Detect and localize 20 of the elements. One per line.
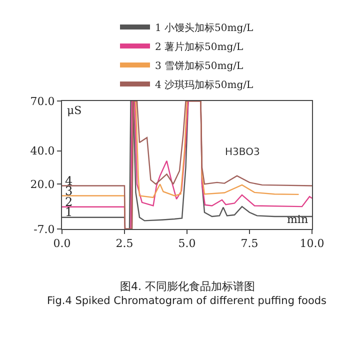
annotation: 1 [65, 205, 73, 219]
y-axis-title: μS [67, 104, 82, 117]
y-tick-label: -7.0 [34, 222, 55, 236]
x-tick-label: 7.5 [240, 237, 258, 250]
y-tick-label: 40.0 [30, 144, 55, 158]
annotation: 3 [65, 184, 73, 198]
legend-label: 2 薯片加标50mg/L [155, 40, 244, 53]
text: Fig.4 Spiked Chromatogram of different puffing foods [47, 295, 327, 307]
annotation: H3BO3 [225, 147, 260, 158]
x-tick-label: 2.5 [116, 237, 134, 250]
legend-label: 1 小馒头加标50mg/L [155, 22, 254, 34]
y-tick-label: 70.0 [30, 94, 55, 108]
legend-label: 3 雪饼加标50mg/L [155, 60, 244, 72]
text: 图4. 不同膨化食品加标谱图 [120, 280, 255, 293]
x-tick-label: 10.0 [300, 237, 324, 250]
x-tick-label: 0.0 [53, 237, 71, 250]
x-axis-title: min [287, 213, 308, 226]
x-tick-label: 5.0 [178, 237, 196, 250]
y-tick-label: 20.0 [30, 178, 55, 191]
legend-label: 4 沙琪玛加标50mg/L [155, 78, 254, 91]
